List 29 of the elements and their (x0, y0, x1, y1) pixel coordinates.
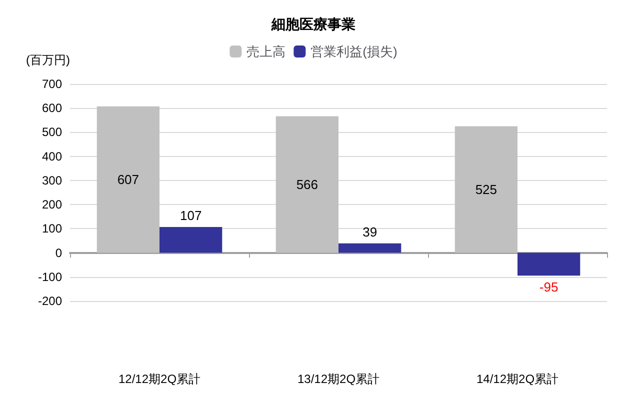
y-tick-label: 500 (42, 125, 62, 140)
x-tick-label: 13/12期2Q累計 (297, 372, 380, 386)
y-tick-label: 0 (55, 246, 62, 260)
legend-label: 売上高 (246, 44, 286, 59)
x-tick-label: 12/12期2Q累計 (118, 372, 201, 386)
y-tick-label: 700 (42, 77, 62, 91)
data-label: 39 (362, 224, 378, 240)
legend-label: 営業利益(損失) (310, 44, 398, 59)
y-axis-title: (百万円) (26, 53, 70, 67)
y-tick-label: -200 (38, 294, 62, 308)
bar (454, 126, 518, 253)
data-label: 107 (180, 208, 202, 223)
y-tick-label: -100 (38, 270, 62, 284)
y-tick-label: 100 (42, 222, 62, 236)
y-tick-label: 200 (42, 198, 62, 212)
bar (276, 116, 338, 253)
data-label: 525 (475, 182, 498, 197)
y-tick-label: 400 (42, 149, 62, 164)
chart-title: 細胞医療事業 (270, 16, 356, 32)
bar (518, 252, 580, 276)
x-tick-label: 14/12期2Q累計 (476, 372, 559, 386)
bar (96, 106, 160, 253)
data-label: 607 (117, 172, 140, 188)
data-label: 566 (296, 177, 318, 192)
bar (338, 243, 402, 253)
y-tick-label: 600 (42, 101, 62, 116)
bar (160, 226, 222, 253)
y-tick-label: 300 (42, 173, 62, 188)
data-label: -95 (539, 280, 558, 295)
